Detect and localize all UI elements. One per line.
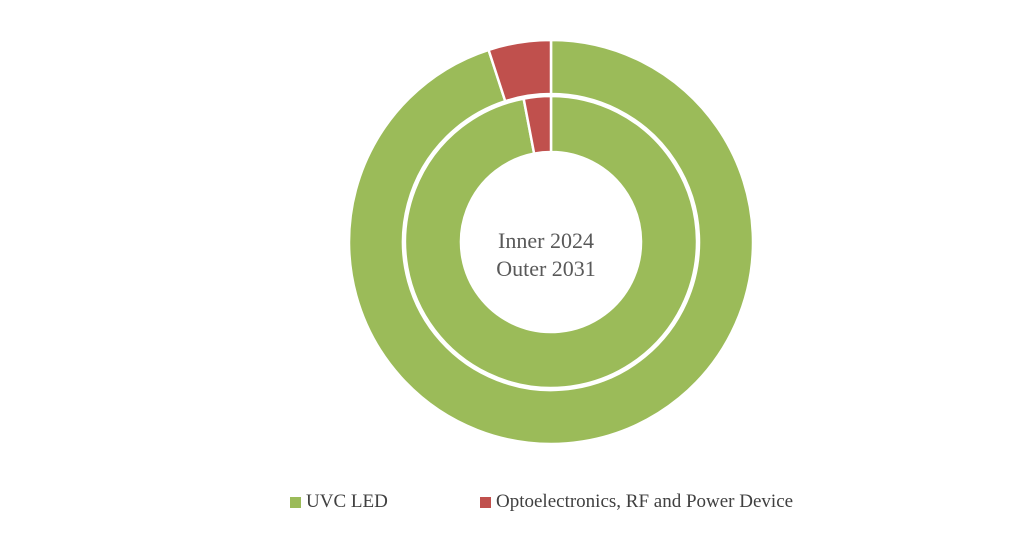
legend-swatch-optoelectronics: [480, 496, 491, 508]
inner-slice-optoelectronics: [522, 94, 553, 155]
center-label-line-2: Outer 2031: [496, 256, 596, 281]
legend-label-optoelectronics: Optoelectronics, RF and Power Device: [496, 491, 794, 512]
legend-swatch-uvc-led: [290, 496, 301, 508]
inner-slice-uvc-led: [403, 94, 699, 390]
legend-label-uvc-led: UVC LED: [306, 491, 388, 512]
donut-chart: Inner 2024 Outer 2031: [347, 38, 755, 446]
legend-item-optoelectronics: Optoelectronics, RF and Power Device: [480, 490, 793, 514]
inner-ring-2024: [403, 94, 699, 390]
legend: UVC LED Optoelectronics, RF and Power De…: [0, 490, 1031, 516]
outer-slice-optoelectronics: [487, 38, 553, 103]
center-label-line-1: Inner 2024: [498, 228, 594, 253]
outer-slice-uvc-led: [347, 38, 755, 446]
legend-item-uvc-led: UVC LED: [290, 490, 388, 514]
outer-ring-2031: [347, 38, 755, 446]
